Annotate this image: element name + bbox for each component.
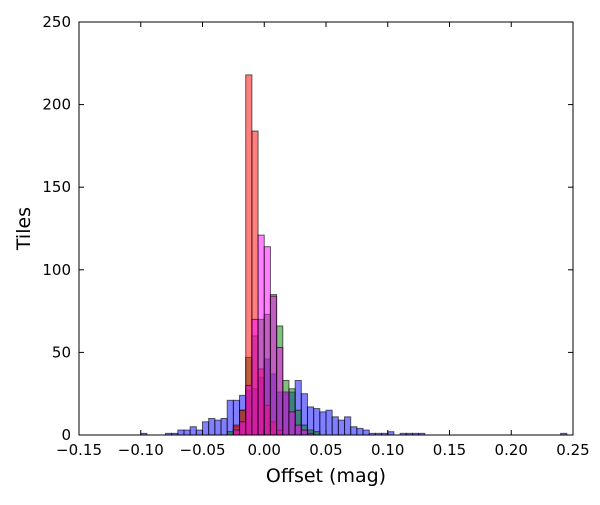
y-tick-label: 150 [42,178,71,196]
x-tick-label: 0.10 [371,441,404,459]
y-tick-label: 100 [42,261,71,279]
x-tick-label: 0.20 [495,441,528,459]
bar-series-0-bin-8 [208,417,216,436]
bar-series-0-bin-6 [195,429,203,436]
x-tick-label: 0.05 [309,441,342,459]
bar-series-3-bin-9 [288,411,296,436]
bar-series-3-bin-3 [251,318,259,436]
bar-series-0-bin-9 [214,419,222,436]
plot-frame [78,21,574,436]
bar-series-3-bin-6 [269,295,278,436]
bar-series-3-bin-10 [294,424,302,436]
bar-series-0-bin-10 [220,417,228,436]
x-tick-label: −0.10 [118,441,164,459]
y-tick-label: 50 [52,343,71,361]
bar-series-0-bin-3 [177,429,185,436]
bar-series-0-bin-30 [344,416,352,436]
y-tick-label: 200 [42,96,71,114]
bar-series-3-bin-8 [282,391,290,436]
x-axis-label: Offset (mag) [266,465,386,487]
x-tick-labels: −0.15 −0.10 −0.05 0.00 0.05 0.10 0.15 0.20 0.25 [56,441,590,459]
bar-series-0-bin-28 [331,416,339,436]
x-tick-label: −0.15 [56,441,102,459]
bar-series-0-bin-5 [189,426,197,436]
bar-series-0-bin-4 [183,429,191,436]
bar-series-3-bin-1 [239,421,247,436]
axis-ticks [78,21,574,436]
x-tick-label: −0.05 [180,441,226,459]
bar-series-0-bin-32 [356,427,364,436]
bar-series-3-bin-11 [300,429,308,436]
y-tick-labels: 0 50 100 150 200 250 [42,13,71,444]
bar-series-2-bin-2 [245,74,253,436]
x-tick-label: 0.15 [433,441,466,459]
bar-series-3-bin-2 [245,384,253,436]
bar-series-3-bin-7 [276,346,284,436]
bar-series-0-bin-29 [337,419,346,436]
y-tick-label: 0 [61,426,71,444]
bar-series-0-bin-33 [362,429,370,436]
bar-series-0-bin-11 [226,399,234,436]
y-tick-label: 250 [42,13,71,31]
bar-series-0-bin-25 [313,408,321,436]
x-tick-label: 0.00 [248,441,281,459]
bar-series-0-bin-26 [319,411,327,436]
bar-series-0-bin-31 [350,426,358,436]
x-tick-label: 0.25 [556,441,589,459]
y-axis-label: Tiles [13,207,35,251]
bar-series-3-bin-0 [232,429,241,436]
histogram-bars [140,74,568,436]
bar-series-3-bin-5 [263,246,271,436]
bar-series-0-bin-27 [325,409,333,436]
bar-series-0-bin-7 [202,421,210,436]
bar-series-3-bin-4 [257,234,265,436]
